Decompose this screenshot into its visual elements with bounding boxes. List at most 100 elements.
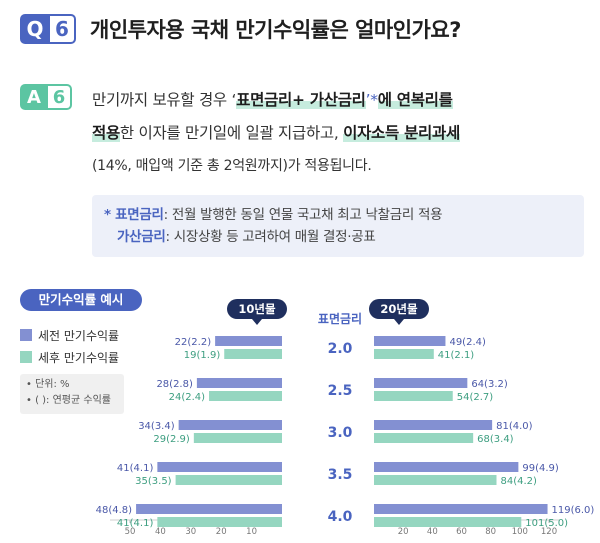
note-line-2: 가산금리: 시장상황 등 고려하여 매월 결정·공표	[104, 226, 572, 248]
label-10y-pretax: 22(2.2)	[175, 337, 212, 348]
bar-20y-posttax	[374, 433, 474, 443]
label-10y-pretax: 48(4.8)	[96, 505, 133, 516]
tenor-20y-label: 20년물	[380, 302, 418, 316]
bar-10y-posttax	[224, 349, 282, 359]
label-20y-posttax: 101(5.0)	[525, 518, 568, 529]
coupon-rate-label: 4.0	[328, 509, 353, 525]
label-20y-posttax: 41(2.1)	[438, 350, 475, 361]
note-line-1: * 표면금리: 전월 발행한 동일 연물 국고채 최고 낙찰금리 적용	[104, 204, 572, 226]
question-header: Q 6 개인투자용 국채 만기수익률은 얼마인가요?	[20, 14, 461, 44]
example-title: 만기수익률 예시	[20, 289, 142, 311]
label-10y-pretax: 28(2.8)	[156, 379, 193, 390]
highlight-compound: 에 연복리를	[377, 91, 453, 109]
coupon-rate-header: 표면금리	[318, 311, 362, 326]
bar-20y-pretax	[374, 420, 493, 430]
bar-20y-pretax	[374, 462, 519, 472]
legend-label-posttax: 세후 만기수익률	[38, 350, 120, 365]
label-10y-posttax: 29(2.9)	[153, 434, 190, 445]
bar-10y-posttax	[193, 433, 282, 443]
bar-10y-pretax	[178, 420, 282, 430]
coupon-rate-label: 3.0	[328, 425, 353, 441]
question-badge-letter: Q	[26, 17, 44, 41]
unit-note-line-1: • 단위: %	[26, 379, 70, 390]
bar-20y-posttax	[374, 475, 497, 485]
bar-20y-pretax	[374, 336, 446, 346]
unit-note-line-2: • ( ): 연평균 수익률	[26, 395, 111, 406]
label-20y-pretax: 64(3.2)	[471, 379, 508, 390]
bar-10y-posttax	[157, 517, 282, 527]
legend-swatch-posttax	[20, 351, 32, 363]
chart-legend: 세전 만기수익률 세후 만기수익률	[20, 324, 119, 368]
right-axis-tick-label: 40	[427, 527, 438, 537]
left-axis-tick-label: 40	[155, 527, 166, 537]
label-20y-pretax: 119(6.0)	[552, 505, 595, 516]
left-axis-tick-label: 50	[125, 527, 136, 537]
bar-10y-posttax	[209, 391, 282, 401]
tenor-20y-pill-pointer	[394, 319, 404, 325]
label-20y-posttax: 54(2.7)	[457, 392, 494, 403]
unit-note: • 단위: % • ( ): 연평균 수익률	[20, 374, 124, 414]
bar-20y-posttax	[374, 517, 522, 527]
answer-badge-number: 6	[48, 86, 70, 108]
label-10y-posttax: 19(1.9)	[184, 350, 221, 361]
bar-10y-pretax	[215, 336, 282, 346]
bar-10y-pretax	[136, 504, 282, 514]
label-20y-pretax: 81(4.0)	[496, 421, 533, 432]
bar-10y-pretax	[196, 378, 282, 388]
label-10y-pretax: 41(4.1)	[117, 463, 154, 474]
note-key-coupon-rate: 표면금리	[115, 207, 164, 223]
label-10y-posttax: 35(3.5)	[135, 476, 172, 487]
highlight-apply: 적용	[92, 124, 120, 142]
question-badge: Q 6	[20, 14, 76, 44]
right-axis-tick-label: 20	[398, 527, 409, 537]
right-axis-tick-label: 80	[485, 527, 496, 537]
left-axis-tick-label: 30	[185, 527, 196, 537]
answer-text-segment: 한 이자를 만기일에 일괄 지급하고,	[119, 124, 344, 142]
answer-line-1: 만기까지 보유할 경우 ‘표면금리+ 가산금리’*에 연복리를	[92, 84, 582, 117]
legend-swatch-pretax	[20, 329, 32, 341]
answer-badge: A 6	[20, 84, 72, 110]
coupon-rate-label: 2.5	[328, 383, 353, 399]
legend-item-pretax: 세전 만기수익률	[20, 324, 119, 346]
answer-line-2: 적용한 이자를 만기일에 일괄 지급하고, 이자소득 분리과세	[92, 117, 582, 150]
label-20y-posttax: 84(4.2)	[501, 476, 538, 487]
answer-header: A 6	[20, 84, 72, 110]
rate-definition-note: * 표면금리: 전월 발행한 동일 연물 국고채 최고 낙찰금리 적용 가산금리…	[92, 195, 584, 257]
right-axis-tick-label: 120	[541, 527, 557, 537]
note-key-spread-rate: 가산금리	[117, 229, 166, 245]
tenor-10y-pill	[227, 299, 287, 319]
answer-text-segment: 만기까지 보유할 경우 ‘	[92, 91, 237, 109]
label-20y-posttax: 68(3.4)	[477, 434, 514, 445]
note-value-coupon-rate: : 전월 발행한 동일 연물 국고채 최고 낙찰금리 적용	[163, 207, 443, 223]
coupon-rate-label: 2.0	[328, 341, 353, 357]
label-10y-posttax: 24(2.4)	[169, 392, 206, 403]
question-badge-number: 6	[50, 16, 74, 42]
answer-text: 만기까지 보유할 경우 ‘표면금리+ 가산금리’*에 연복리를 적용한 이자를 …	[92, 84, 582, 183]
bar-10y-pretax	[157, 462, 282, 472]
tenor-10y-pill-pointer	[252, 319, 262, 325]
highlight-rate: 표면금리+ 가산금리	[236, 91, 366, 109]
legend-label-pretax: 세전 만기수익률	[38, 328, 120, 343]
left-axis-tick-label: 20	[216, 527, 227, 537]
highlight-tax: 이자소득 분리과세	[343, 124, 460, 142]
legend-item-posttax: 세후 만기수익률	[20, 346, 119, 368]
label-20y-pretax: 99(4.9)	[522, 463, 559, 474]
coupon-rate-label: 3.5	[328, 467, 353, 483]
bar-20y-pretax	[374, 378, 468, 388]
note-star: *	[104, 207, 116, 223]
tenor-10y-label: 10년물	[238, 302, 276, 316]
question-title: 개인투자용 국채 만기수익률은 얼마인가요?	[90, 18, 461, 42]
bar-20y-posttax	[374, 391, 453, 401]
label-10y-pretax: 34(3.4)	[138, 421, 175, 432]
label-10y-posttax: 41(4.1)	[117, 518, 154, 529]
footnote-star: ’*	[365, 91, 378, 109]
label-20y-pretax: 49(2.4)	[449, 337, 486, 348]
answer-badge-letter: A	[27, 86, 41, 108]
bar-10y-posttax	[175, 475, 282, 485]
right-axis-tick-label: 100	[512, 527, 528, 537]
left-axis-tick-label: 10	[246, 527, 257, 537]
bar-20y-posttax	[374, 349, 434, 359]
bar-20y-pretax	[374, 504, 548, 514]
right-axis-tick-label: 60	[456, 527, 467, 537]
